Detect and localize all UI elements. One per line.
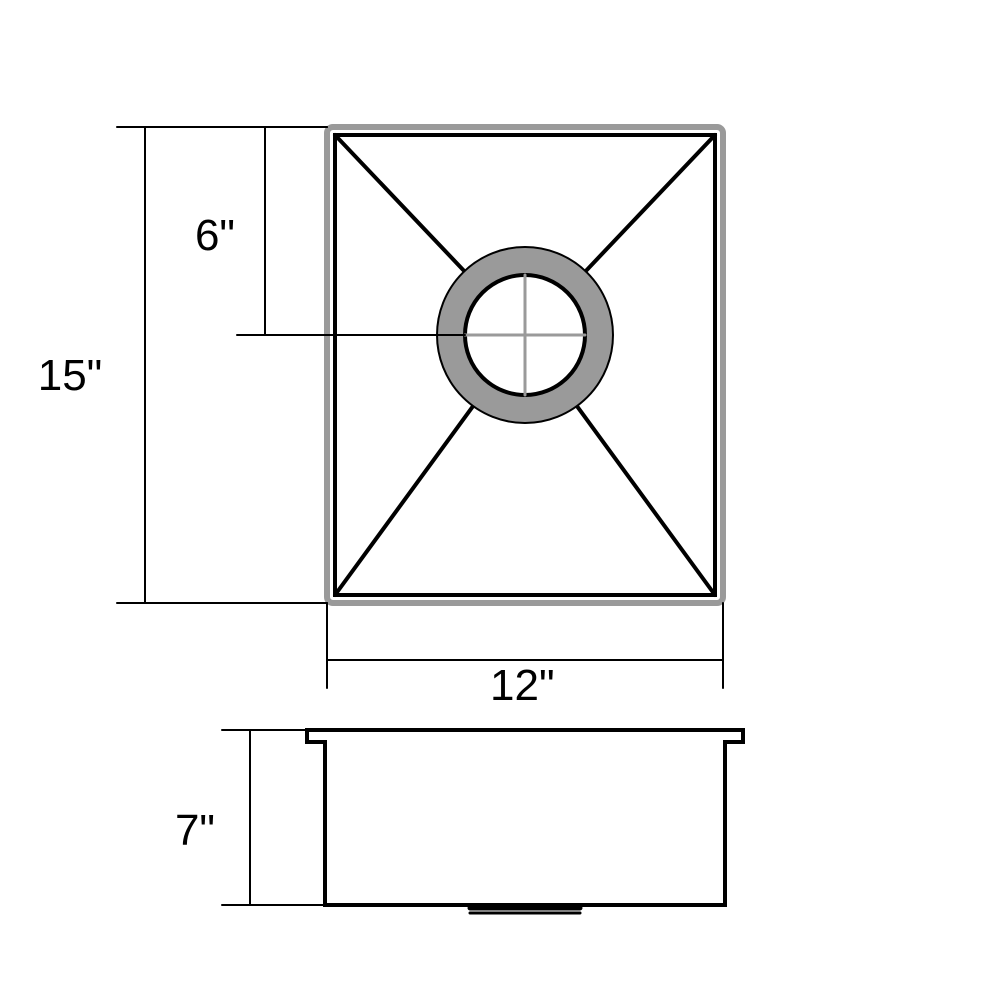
dim-drain-offset: 6" [195, 211, 235, 260]
dim-width: 12" [490, 661, 555, 710]
dim-depth: 7" [175, 806, 215, 855]
top-view: 15" 6" 12" [38, 127, 723, 710]
dim-overall-height: 15" [38, 351, 103, 400]
technical-drawing: 15" 6" 12" 7" [0, 0, 1000, 1000]
side-view: 7" [175, 730, 743, 913]
